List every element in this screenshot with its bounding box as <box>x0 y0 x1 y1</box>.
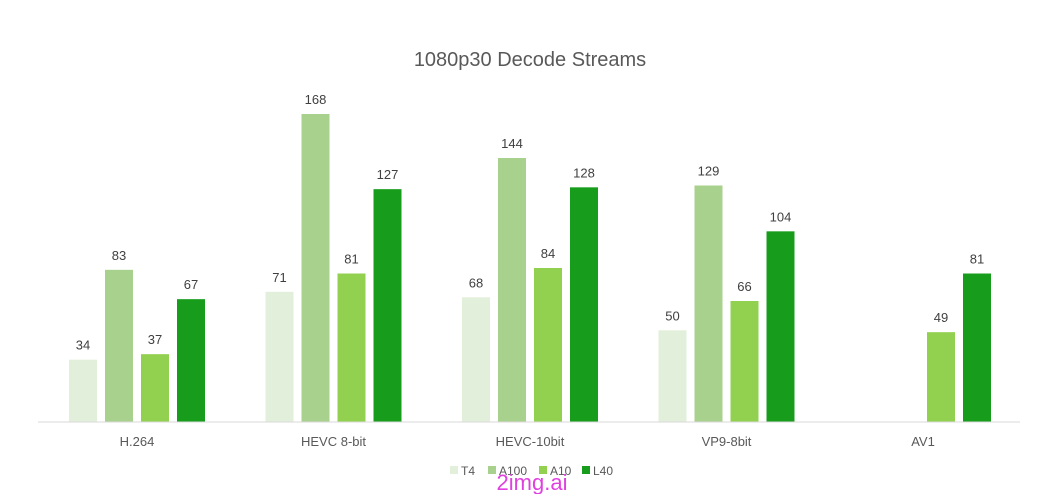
data-label-hevc-8-bit-t4: 71 <box>272 270 286 285</box>
data-label-hevc-8-bit-a100: 168 <box>305 92 327 107</box>
legend-swatch-l40 <box>582 466 590 474</box>
data-label-h-264-t4: 34 <box>76 338 90 353</box>
watermark: 2img.ai <box>497 470 568 494</box>
bar-vp9-8bit-a100 <box>694 185 723 422</box>
legend-label-l40: L40 <box>593 464 613 478</box>
data-label-vp9-8bit-l40: 104 <box>770 209 792 224</box>
bar-hevc-8-bit-t4 <box>265 291 294 422</box>
bars-group <box>69 114 991 422</box>
data-label-h-264-l40: 67 <box>184 277 198 292</box>
data-label-av1-a10: 49 <box>934 310 948 325</box>
data-label-hevc-10bit-a100: 144 <box>501 136 523 151</box>
bar-hevc-10bit-a100 <box>498 158 526 422</box>
bar-hevc-10bit-l40 <box>570 187 598 422</box>
data-label-hevc-10bit-t4: 68 <box>469 275 483 290</box>
legend-swatch-a100 <box>488 466 496 474</box>
data-label-vp9-8bit-a10: 66 <box>737 279 751 294</box>
category-label-av1: AV1 <box>911 434 935 449</box>
bar-hevc-10bit-a10 <box>534 268 562 422</box>
legend-label-a100: A100 <box>499 464 527 478</box>
bar-vp9-8bit-l40 <box>766 231 795 422</box>
data-label-h-264-a100: 83 <box>112 248 126 263</box>
legend-label-t4: T4 <box>461 464 475 478</box>
data-label-h-264-a10: 37 <box>148 332 162 347</box>
data-labels-group: 34 83 37 67 71 168 81 127 68 144 84 128 50 129 66 104 49… <box>76 92 984 353</box>
data-label-hevc-8-bit-l40: 127 <box>377 167 399 182</box>
bar-av1-a10 <box>927 332 955 422</box>
category-label-hevc-8-bit: HEVC 8-bit <box>301 434 366 449</box>
data-label-hevc-8-bit-a10: 81 <box>344 252 358 267</box>
data-label-hevc-10bit-a10: 84 <box>541 246 555 261</box>
legend-label-a10: A10 <box>550 464 572 478</box>
bar-vp9-8bit-a10 <box>730 301 759 422</box>
data-label-vp9-8bit-t4: 50 <box>665 308 679 323</box>
bar-hevc-10bit-t4 <box>462 297 490 422</box>
bar-h-264-l40 <box>177 299 205 422</box>
category-labels-group: H.264 HEVC 8-bit HEVC-10bit VP9-8bit AV1 <box>120 434 935 449</box>
bar-hevc-8-bit-l40 <box>373 189 402 422</box>
legend-swatch-t4 <box>450 466 458 474</box>
bar-hevc-8-bit-a100 <box>301 114 330 422</box>
bar-h-264-t4 <box>69 359 97 422</box>
bar-vp9-8bit-t4 <box>658 330 687 422</box>
category-label-hevc-10bit: HEVC-10bit <box>496 434 565 449</box>
data-label-av1-l40: 81 <box>970 252 984 267</box>
chart-title: 1080p30 Decode Streams <box>414 49 646 71</box>
category-label-vp9-8bit: VP9-8bit <box>702 434 752 449</box>
bar-h-264-a10 <box>141 354 169 422</box>
legend: T4 A100 A10 L40 <box>450 464 613 478</box>
bar-hevc-8-bit-a10 <box>337 273 366 422</box>
bar-h-264-a100 <box>105 269 133 422</box>
bar-av1-l40 <box>963 273 991 422</box>
category-label-h-264: H.264 <box>120 434 155 449</box>
data-label-hevc-10bit-l40: 128 <box>573 165 595 180</box>
data-label-vp9-8bit-a100: 129 <box>698 164 720 179</box>
legend-swatch-a10 <box>539 466 547 474</box>
